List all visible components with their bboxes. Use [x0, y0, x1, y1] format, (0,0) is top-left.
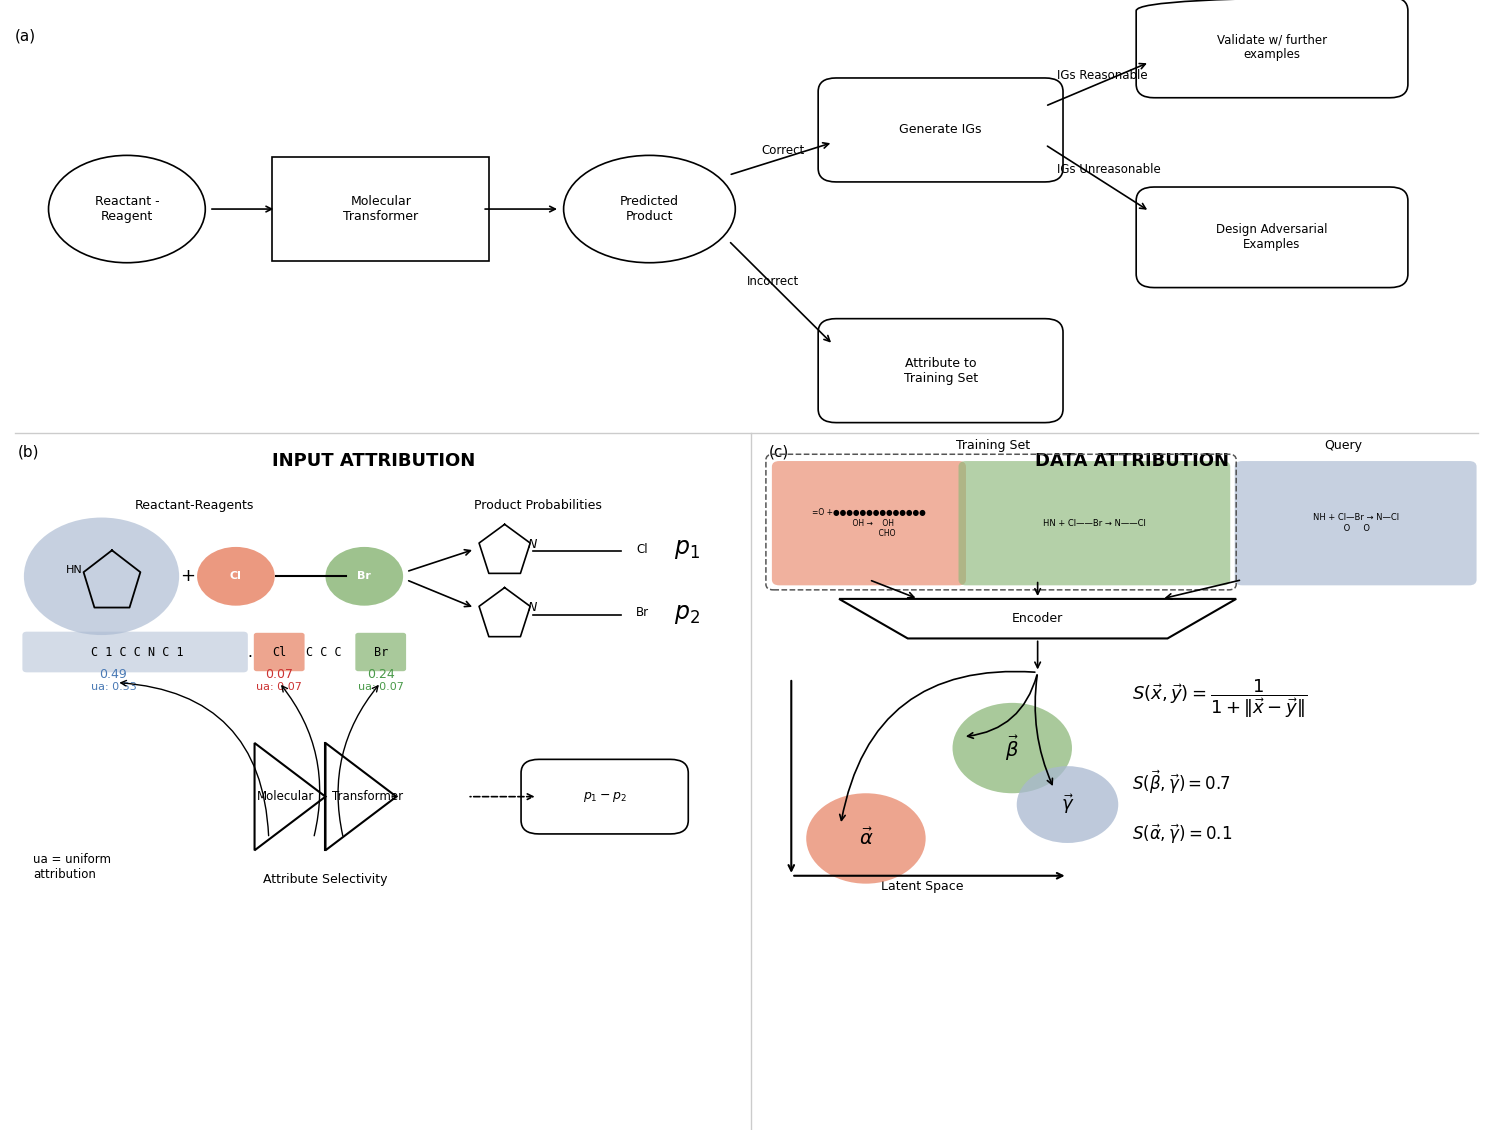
Text: $\vec{\alpha}$: $\vec{\alpha}$	[858, 828, 873, 849]
Text: ua: 0.53: ua: 0.53	[91, 683, 136, 693]
Text: Cl: Cl	[636, 542, 648, 556]
Text: Product Probabilities: Product Probabilities	[473, 499, 602, 513]
Text: ua = uniform
attribution: ua = uniform attribution	[33, 853, 110, 881]
Text: HN + Cl——Br → N——Cl: HN + Cl——Br → N——Cl	[1044, 519, 1145, 528]
FancyBboxPatch shape	[1235, 461, 1477, 585]
Text: HN: HN	[66, 565, 84, 574]
Text: Attribute to
Training Set: Attribute to Training Set	[903, 357, 978, 384]
Circle shape	[806, 793, 926, 884]
Text: INPUT ATTRIBUTION: INPUT ATTRIBUTION	[272, 452, 475, 470]
Text: Cl: Cl	[230, 572, 242, 581]
Text: Cl: Cl	[272, 645, 287, 659]
FancyBboxPatch shape	[772, 461, 966, 585]
FancyBboxPatch shape	[254, 633, 305, 671]
Text: Generate IGs: Generate IGs	[899, 123, 982, 137]
Text: (b): (b)	[18, 444, 39, 459]
Text: Attribute Selectivity: Attribute Selectivity	[263, 872, 388, 886]
Text: Latent Space: Latent Space	[881, 880, 964, 894]
Text: ua: 0.07: ua: 0.07	[358, 683, 403, 693]
Text: +: +	[181, 567, 196, 585]
Text: $p_1 - p_2$: $p_1 - p_2$	[582, 790, 627, 803]
Text: Correct: Correct	[761, 144, 805, 157]
Text: Br: Br	[636, 606, 648, 619]
Text: C 1 C C N C 1: C 1 C C N C 1	[91, 645, 184, 659]
Text: Reactant -
Reagent: Reactant - Reagent	[94, 195, 160, 223]
Text: Transformer: Transformer	[333, 790, 403, 803]
Text: 0.49: 0.49	[100, 668, 127, 681]
Text: Incorrect: Incorrect	[746, 275, 799, 288]
Circle shape	[1017, 766, 1118, 843]
Text: DATA ATTRIBUTION: DATA ATTRIBUTION	[1035, 452, 1229, 470]
Text: Encoder: Encoder	[1012, 611, 1063, 625]
Text: NH + Cl—Br → N—Cl
 O     O: NH + Cl—Br → N—Cl O O	[1312, 513, 1399, 533]
Text: Br: Br	[373, 645, 388, 659]
Text: Reactant-Reagents: Reactant-Reagents	[134, 499, 254, 513]
Text: $p_2$: $p_2$	[673, 603, 700, 626]
Circle shape	[24, 518, 179, 635]
Text: ua: 0.07: ua: 0.07	[257, 683, 302, 693]
Text: IGs Reasonable: IGs Reasonable	[1057, 69, 1148, 82]
Text: 0.24: 0.24	[367, 668, 394, 681]
Text: Br: Br	[357, 572, 372, 581]
Text: =O +●●●●●●●●●●●●●●
    OH →    OH
               CHO: =O +●●●●●●●●●●●●●● OH → OH CHO	[812, 508, 926, 538]
Text: Design Adversarial
Examples: Design Adversarial Examples	[1217, 224, 1327, 251]
Circle shape	[953, 703, 1072, 793]
Text: C C C: C C C	[306, 645, 342, 659]
Circle shape	[197, 547, 275, 606]
Text: $p_1$: $p_1$	[673, 538, 700, 560]
Text: Validate w/ further
examples: Validate w/ further examples	[1217, 34, 1327, 61]
Circle shape	[325, 547, 403, 606]
Text: Training Set: Training Set	[956, 438, 1030, 452]
FancyBboxPatch shape	[22, 632, 248, 672]
Text: $\vec{\beta}$: $\vec{\beta}$	[1005, 733, 1020, 763]
FancyBboxPatch shape	[959, 461, 1230, 585]
Text: (a): (a)	[15, 28, 36, 43]
Text: (c): (c)	[769, 444, 790, 459]
Text: Predicted
Product: Predicted Product	[620, 195, 679, 223]
FancyBboxPatch shape	[355, 633, 406, 671]
Text: Molecular
Transformer: Molecular Transformer	[343, 195, 418, 223]
Text: Molecular: Molecular	[257, 790, 315, 803]
Text: $S(\vec{x},\vec{y})=\dfrac{1}{1+\|\vec{x}-\vec{y}\|}$: $S(\vec{x},\vec{y})=\dfrac{1}{1+\|\vec{x…	[1132, 677, 1306, 720]
Text: .: .	[246, 644, 252, 660]
Text: $N$: $N$	[527, 601, 539, 615]
Text: Query: Query	[1324, 438, 1363, 452]
Text: $S(\vec{\alpha},\vec{\gamma})=0.1$: $S(\vec{\alpha},\vec{\gamma})=0.1$	[1132, 823, 1232, 845]
Text: $S(\vec{\beta},\vec{\gamma})=0.7$: $S(\vec{\beta},\vec{\gamma})=0.7$	[1132, 768, 1230, 796]
Text: $N$: $N$	[527, 538, 539, 551]
Text: $\vec{\gamma}$: $\vec{\gamma}$	[1060, 792, 1075, 817]
Text: IGs Unreasonable: IGs Unreasonable	[1057, 163, 1160, 176]
Text: 0.07: 0.07	[266, 668, 293, 681]
